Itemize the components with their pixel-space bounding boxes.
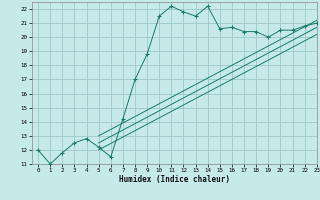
X-axis label: Humidex (Indice chaleur): Humidex (Indice chaleur) — [119, 175, 230, 184]
